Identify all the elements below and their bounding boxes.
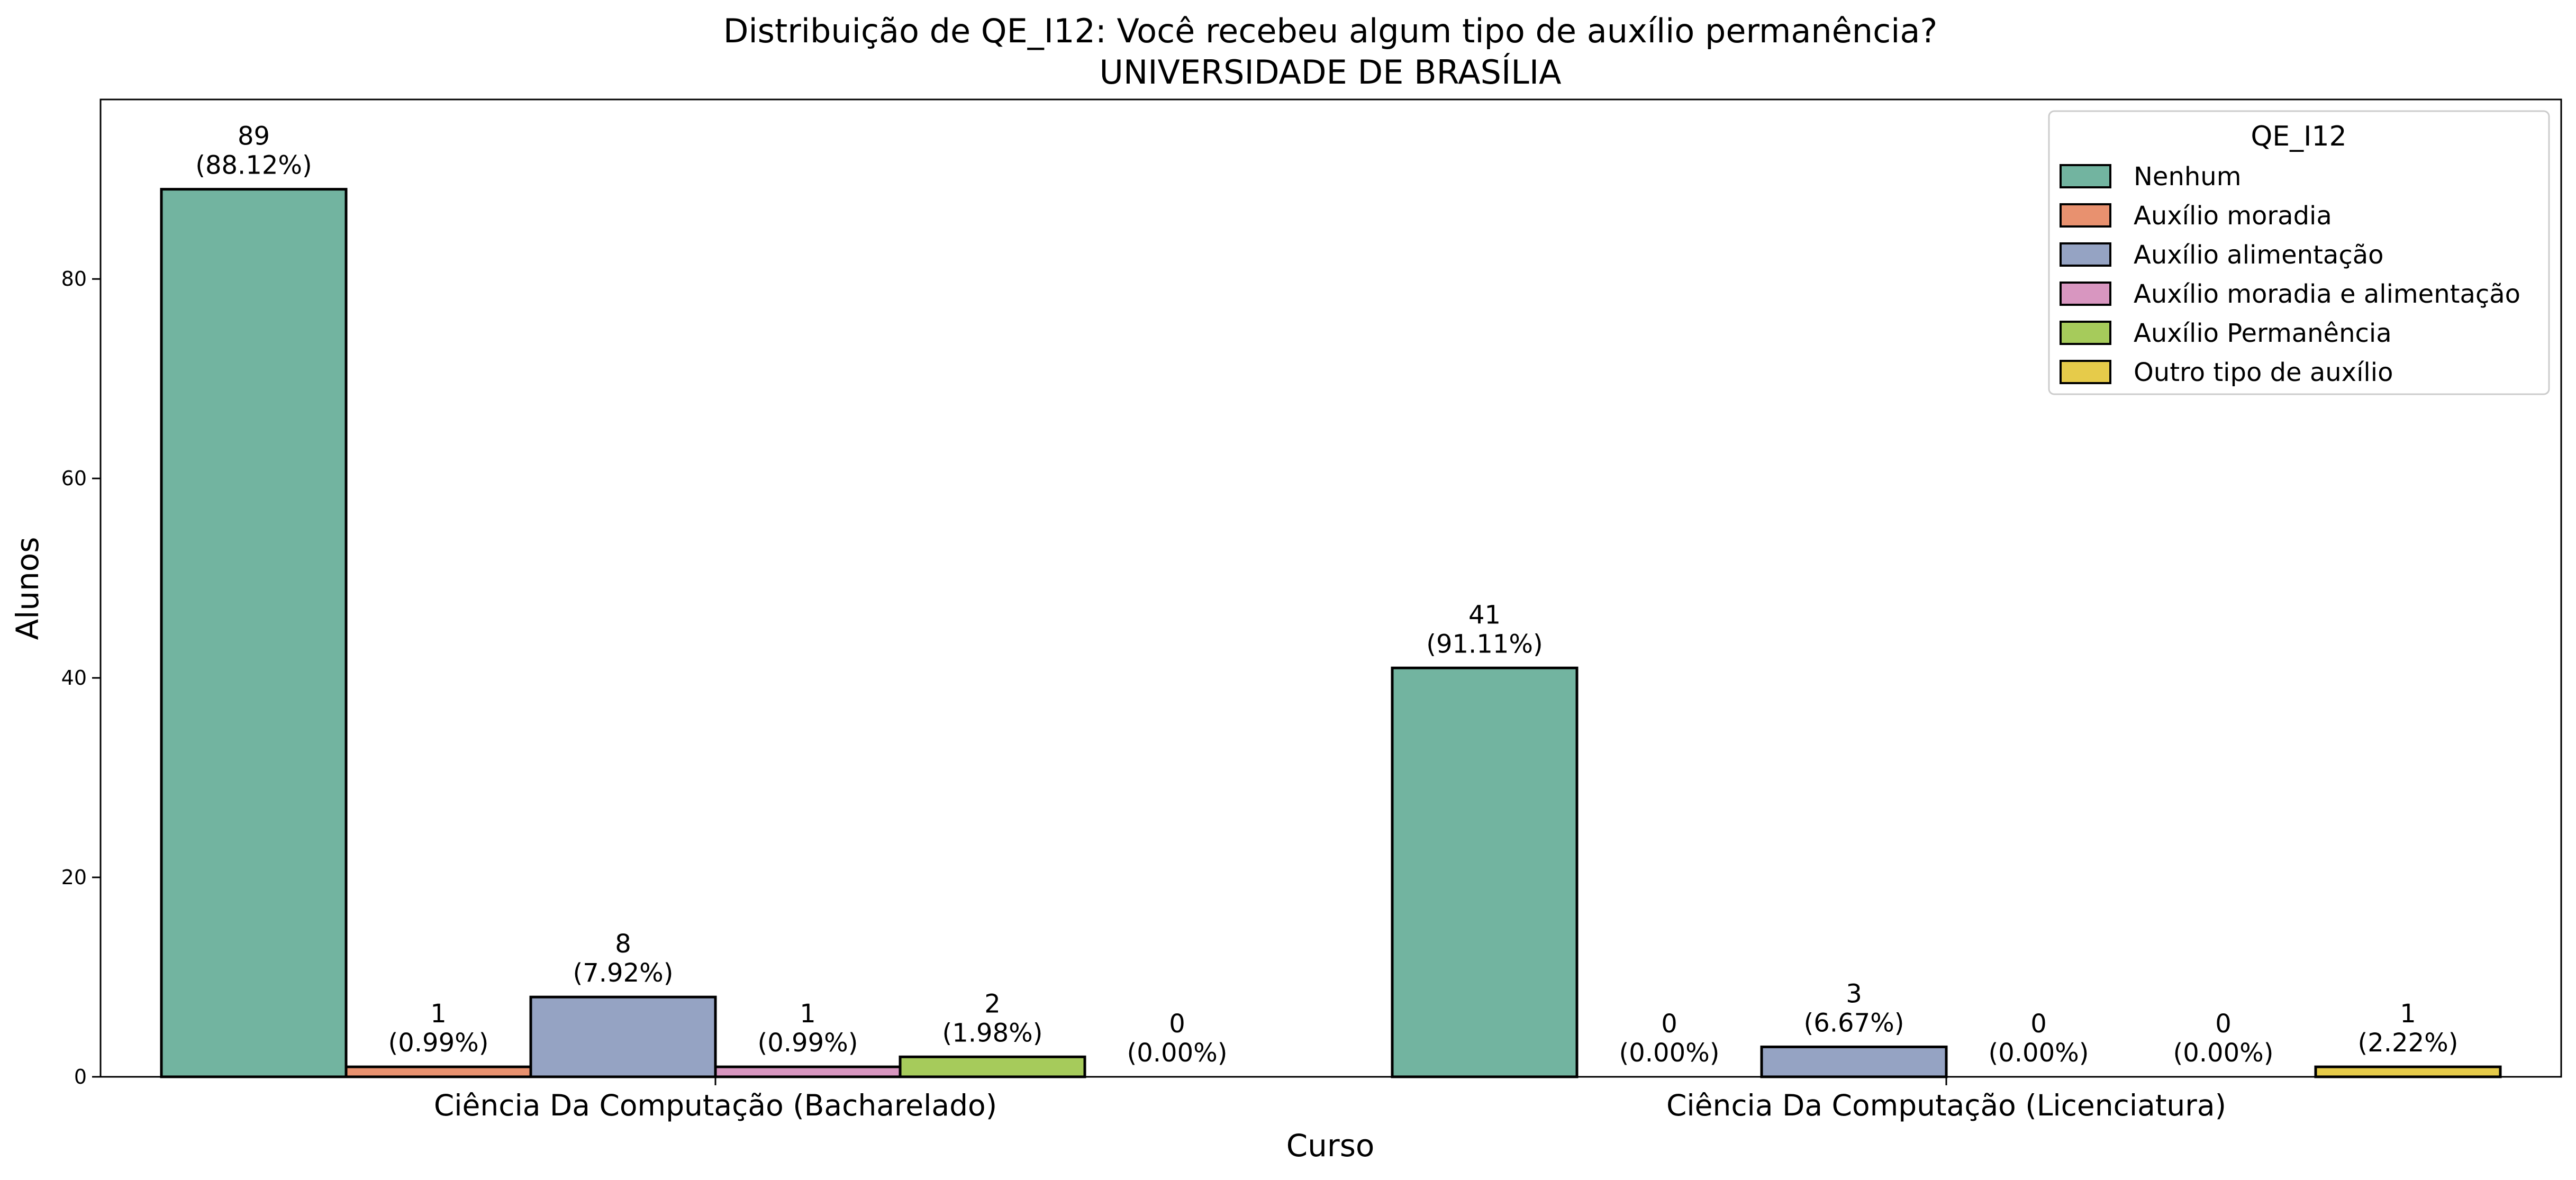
legend-entry-label: Auxílio moradia e alimentação (2134, 279, 2520, 309)
bar (1760, 1045, 1948, 1078)
y-tick-label: 20 (61, 866, 87, 889)
bar (714, 1065, 902, 1078)
y-tick-label: 60 (61, 467, 87, 490)
x-axis-label: Curso (1286, 1128, 1375, 1164)
bar-value-label: 0 (1169, 1009, 1185, 1039)
bar-percent-label: (0.00%) (2173, 1038, 2274, 1068)
bar-value-label: 8 (615, 929, 631, 959)
chart-subtitle: UNIVERSIDADE DE BRASÍLIA (1099, 53, 1561, 92)
legend-swatch (2060, 203, 2111, 228)
legend-box (2048, 110, 2550, 395)
bar-percent-label: (0.00%) (1127, 1038, 1228, 1068)
legend-title: QE_I12 (2251, 121, 2346, 152)
bar-percent-label: (0.99%) (388, 1028, 489, 1058)
x-tick-label: Ciência Da Computação (Licenciatura) (1666, 1088, 2226, 1122)
bar-value-label: 1 (800, 999, 816, 1029)
bar-value-label: 89 (238, 122, 270, 151)
bar-value-label: 1 (430, 999, 447, 1029)
legend-entry-label: Nenhum (2134, 162, 2241, 192)
bar-value-label: 1 (2400, 999, 2416, 1029)
legend-swatch (2060, 164, 2111, 188)
bar (1391, 666, 1579, 1078)
legend-entry-label: Auxílio Permanência (2134, 319, 2392, 348)
bar (899, 1055, 1086, 1078)
bar-percent-label: (6.67%) (1804, 1008, 1904, 1038)
bar-value-label: 0 (1661, 1009, 1677, 1039)
legend-swatch (2060, 242, 2111, 267)
bar-percent-label: (7.92%) (573, 958, 674, 988)
y-tick-label: 40 (61, 666, 87, 689)
legend-swatch (2060, 321, 2111, 345)
bar (344, 1065, 532, 1078)
bar-percent-label: (88.12%) (195, 151, 312, 180)
chart-title: Distribuição de QE_I12: Você recebeu alg… (723, 12, 1938, 50)
bar-percent-label: (2.22%) (2358, 1028, 2459, 1058)
legend-swatch (2060, 282, 2111, 306)
bar (2314, 1065, 2502, 1078)
y-tick-label: 80 (61, 267, 87, 291)
bar (160, 188, 348, 1078)
y-axis-label: Alunos (10, 537, 46, 640)
bar-percent-label: (0.00%) (1619, 1038, 1720, 1068)
bar-value-label: 3 (1846, 979, 1862, 1009)
legend-entry-label: Auxílio alimentação (2134, 240, 2384, 270)
bar-percent-label: (1.98%) (942, 1018, 1043, 1048)
bar-value-label: 0 (2215, 1009, 2232, 1039)
bar (529, 995, 717, 1078)
legend: QE_I12 Nenhum Auxílio moradia Auxílio alim… (2048, 110, 2550, 395)
plot-frame (99, 98, 2562, 1078)
x-tick-label: Ciência Da Computação (Bacharelado) (434, 1088, 997, 1122)
bar-value-label: 41 (1468, 600, 1501, 630)
legend-entry-label: Outro tipo de auxílio (2134, 358, 2393, 387)
y-tick-label: 0 (74, 1065, 87, 1088)
bar-percent-label: (0.99%) (758, 1028, 858, 1058)
bar-percent-label: (0.00%) (1989, 1038, 2089, 1068)
bar-value-label: 0 (2030, 1009, 2047, 1039)
legend-swatch (2060, 360, 2111, 384)
legend-entry-label: Auxílio moradia (2134, 201, 2332, 231)
bar-percent-label: (91.11%) (1426, 629, 1543, 659)
bar-value-label: 2 (984, 989, 1001, 1019)
